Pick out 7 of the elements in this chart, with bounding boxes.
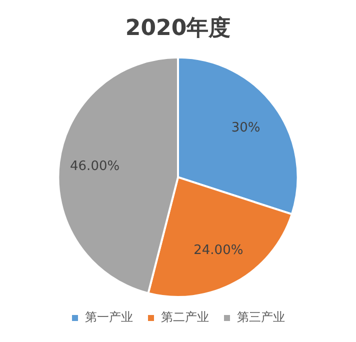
data-label: 46.00% xyxy=(70,159,120,174)
legend-label: 第三产业 xyxy=(237,310,285,324)
legend-label: 第一产业 xyxy=(85,310,133,324)
legend-label: 第二产业 xyxy=(161,310,209,324)
chart-title: 2020年度 xyxy=(125,14,231,41)
data-label: 30% xyxy=(231,120,260,136)
data-label: 24.00% xyxy=(194,243,244,258)
